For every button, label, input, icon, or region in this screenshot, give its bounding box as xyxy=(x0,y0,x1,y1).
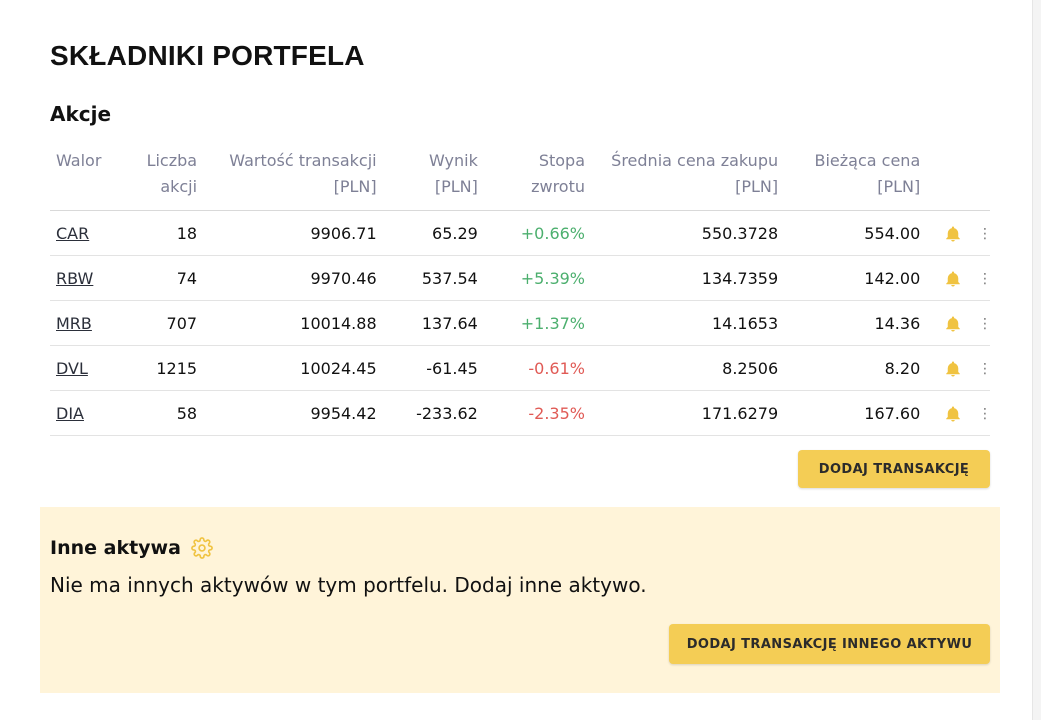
cell-return: +1.37% xyxy=(483,300,591,346)
gear-icon[interactable] xyxy=(191,537,213,559)
cell-ticker: RBW xyxy=(50,255,132,301)
cell-ticker: CAR xyxy=(50,210,132,256)
col-header-return[interactable]: Stopa zwrotu xyxy=(483,140,591,211)
cell-current-price: 142.00 xyxy=(784,255,927,301)
cell-result: -233.62 xyxy=(382,390,484,436)
cell-value: 10024.45 xyxy=(203,345,383,391)
cell-avg-price: 171.6279 xyxy=(591,390,785,436)
cell-actions: ⋮ xyxy=(926,210,992,256)
cell-value: 9970.46 xyxy=(203,255,383,301)
cell-value: 9906.71 xyxy=(203,210,383,256)
cell-actions: ⋮ xyxy=(926,300,992,346)
add-transaction-button[interactable]: DODAJ TRANSAKCJĘ xyxy=(798,450,990,488)
ticker-link[interactable]: DVL xyxy=(56,358,88,378)
table-row: RBW 74 9970.46 537.54 +5.39% 134.7359 142.00 ⋮ xyxy=(50,255,992,301)
cell-current-price: 8.20 xyxy=(784,345,927,391)
cell-shares: 74 xyxy=(131,255,204,301)
table-header-row: Walor Liczba akcji Wartość transakcji [PLN… xyxy=(50,140,990,211)
cell-value: 9954.42 xyxy=(203,390,383,436)
col-header-shares[interactable]: Liczba akcji xyxy=(131,140,204,211)
cell-result: 537.54 xyxy=(382,255,484,301)
stocks-table: Walor Liczba akcji Wartość transakcji [PLN… xyxy=(50,140,992,436)
cell-ticker: MRB xyxy=(50,300,132,346)
col-header-asset[interactable]: Walor xyxy=(50,140,132,211)
cell-ticker: DIA xyxy=(50,390,132,436)
cell-return: -2.35% xyxy=(483,390,591,436)
cell-result: -61.45 xyxy=(382,345,484,391)
cell-ticker: DVL xyxy=(50,345,132,391)
cell-current-price: 554.00 xyxy=(784,210,927,256)
cell-result: 137.64 xyxy=(382,300,484,346)
ticker-link[interactable]: RBW xyxy=(56,268,94,288)
cell-shares: 1215 xyxy=(131,345,204,391)
other-assets-panel: Inne aktywa Nie ma innych aktywów w tym … xyxy=(40,507,1000,693)
bell-icon[interactable] xyxy=(944,360,962,378)
add-other-asset-transaction-button[interactable]: DODAJ TRANSAKCJĘ INNEGO AKTYWU xyxy=(669,624,990,664)
cell-shares: 18 xyxy=(131,210,204,256)
ticker-link[interactable]: CAR xyxy=(56,223,90,243)
cell-avg-price: 14.1653 xyxy=(591,300,785,346)
col-header-actions xyxy=(926,140,990,211)
cell-avg-price: 550.3728 xyxy=(591,210,785,256)
bell-icon[interactable] xyxy=(944,270,962,288)
cell-actions: ⋮ xyxy=(926,390,992,436)
cell-result: 65.29 xyxy=(382,210,484,256)
page-title: SKŁADNIKI PORTFELA xyxy=(50,40,365,71)
bell-icon[interactable] xyxy=(944,315,962,333)
kebab-menu-icon[interactable]: ⋮ xyxy=(978,225,992,242)
cell-avg-price: 134.7359 xyxy=(591,255,785,301)
kebab-menu-icon[interactable]: ⋮ xyxy=(978,315,992,332)
col-header-result[interactable]: Wynik [PLN] xyxy=(382,140,484,211)
other-assets-empty-message: Nie ma innych aktywów w tym portfelu. Do… xyxy=(50,573,647,597)
table-row: DVL 1215 10024.45 -61.45 -0.61% 8.2506 8.20 ⋮ xyxy=(50,345,992,391)
cell-return: +5.39% xyxy=(483,255,591,301)
cell-current-price: 14.36 xyxy=(784,300,927,346)
col-header-value[interactable]: Wartość transakcji [PLN] xyxy=(203,140,383,211)
scrollbar-track[interactable] xyxy=(1032,0,1041,720)
cell-shares: 58 xyxy=(131,390,204,436)
other-assets-title-text: Inne aktywa xyxy=(50,537,181,559)
col-header-current-price[interactable]: Bieżąca cena [PLN] xyxy=(784,140,927,211)
kebab-menu-icon[interactable]: ⋮ xyxy=(978,270,992,287)
bell-icon[interactable] xyxy=(944,225,962,243)
cell-return: -0.61% xyxy=(483,345,591,391)
table-row: MRB 707 10014.88 137.64 +1.37% 14.1653 14.36 ⋮ xyxy=(50,300,992,346)
table-row: DIA 58 9954.42 -233.62 -2.35% 171.6279 167.60 ⋮ xyxy=(50,390,992,436)
cell-value: 10014.88 xyxy=(203,300,383,346)
cell-avg-price: 8.2506 xyxy=(591,345,785,391)
cell-actions: ⋮ xyxy=(926,345,992,391)
cell-shares: 707 xyxy=(131,300,204,346)
kebab-menu-icon[interactable]: ⋮ xyxy=(978,405,992,422)
ticker-link[interactable]: MRB xyxy=(56,313,92,333)
kebab-menu-icon[interactable]: ⋮ xyxy=(978,360,992,377)
cell-current-price: 167.60 xyxy=(784,390,927,436)
cell-actions: ⋮ xyxy=(926,255,992,301)
cell-return: +0.66% xyxy=(483,210,591,256)
other-assets-title: Inne aktywa xyxy=(50,537,213,559)
col-header-avg-price[interactable]: Średnia cena zakupu [PLN] xyxy=(591,140,785,211)
table-row: CAR 18 9906.71 65.29 +0.66% 550.3728 554.00 ⋮ xyxy=(50,210,992,256)
ticker-link[interactable]: DIA xyxy=(56,403,84,423)
bell-icon[interactable] xyxy=(944,405,962,423)
stocks-section-title: Akcje xyxy=(50,102,112,126)
